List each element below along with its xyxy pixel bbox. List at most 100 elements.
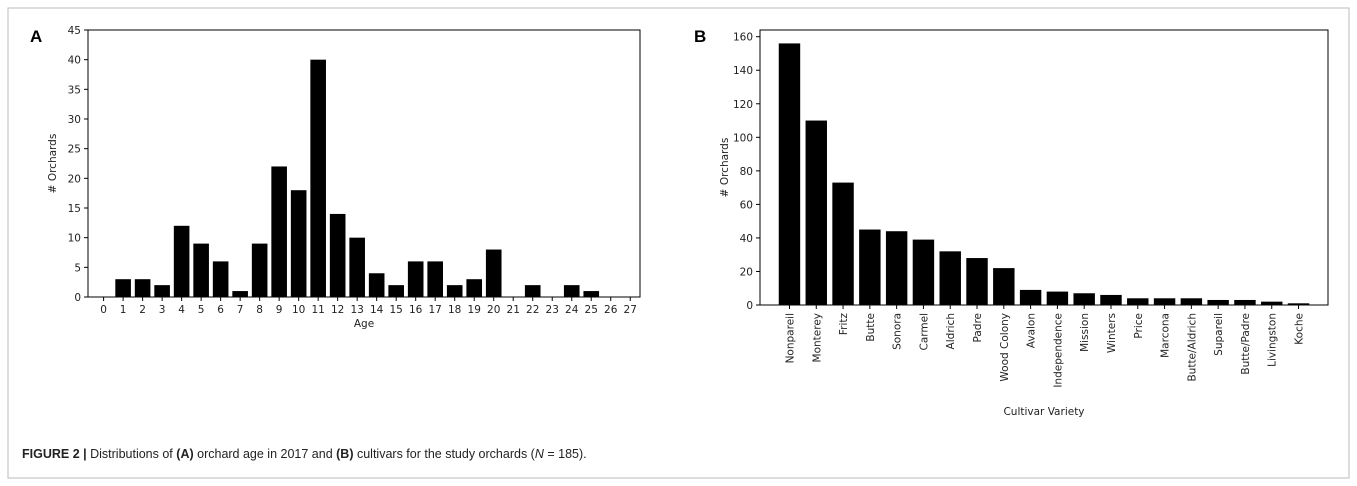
bar <box>583 291 600 297</box>
y-axis-label: # Orchards <box>719 138 731 198</box>
x-tick-label: Koche <box>1294 313 1306 345</box>
bar <box>966 258 988 305</box>
x-tick-label: 18 <box>448 304 461 316</box>
x-tick-label: Aldrich <box>945 313 957 349</box>
bar <box>1234 299 1256 305</box>
x-tick-label: Carmel <box>918 313 930 351</box>
panel-label: A <box>30 27 42 46</box>
bar <box>271 166 287 297</box>
caption-text: = 185). <box>547 447 587 461</box>
x-axis-label: Cultivar Variety <box>1003 406 1084 418</box>
x-tick-label: Livingston <box>1267 313 1279 367</box>
x-tick-label: Supareil <box>1213 313 1225 356</box>
caption-label: FIGURE 2 | <box>22 447 87 461</box>
bar <box>349 237 365 297</box>
bar <box>329 213 346 297</box>
bar <box>912 239 935 305</box>
x-tick-label: Sonora <box>892 313 904 350</box>
bar <box>466 279 483 297</box>
x-tick-label: 14 <box>370 304 384 316</box>
bar <box>1019 289 1042 305</box>
y-tick-label: 140 <box>733 65 753 77</box>
y-tick-label: 20 <box>740 266 753 278</box>
bar <box>993 268 1015 305</box>
x-tick-label: 21 <box>507 304 520 316</box>
x-tick-label: 11 <box>311 304 324 316</box>
bar <box>885 231 908 305</box>
x-tick-label: Wood Colony <box>999 313 1011 382</box>
x-tick-label: Butte <box>865 313 877 342</box>
caption-text: orchard age in 2017 and <box>197 447 333 461</box>
x-tick-label: 5 <box>198 304 205 316</box>
bar <box>388 285 404 297</box>
bar <box>1180 298 1203 305</box>
x-tick-label: 9 <box>276 304 283 316</box>
x-tick-label: 4 <box>178 304 185 316</box>
x-tick-label: Fritz <box>838 313 850 336</box>
x-tick-label: 27 <box>624 304 637 316</box>
y-tick-label: 30 <box>68 114 81 126</box>
axes-frame <box>87 29 641 298</box>
bar <box>778 43 801 305</box>
y-tick-label: 20 <box>68 173 81 185</box>
x-tick-label: 24 <box>565 304 579 316</box>
bar <box>232 291 248 297</box>
bar <box>251 243 268 297</box>
y-tick-label: 15 <box>68 203 81 215</box>
x-tick-label: 0 <box>100 304 107 316</box>
bar <box>939 251 961 305</box>
x-tick-label: Butte/Aldrich <box>1186 313 1198 382</box>
x-tick-label: 26 <box>604 304 618 316</box>
x-tick-label: 13 <box>350 304 363 316</box>
x-tick-label: 1 <box>120 304 127 316</box>
bar <box>1100 294 1122 305</box>
x-tick-label: 17 <box>429 304 442 316</box>
y-axis-label: # Orchards <box>47 134 59 194</box>
figure-border <box>7 7 1350 479</box>
bar <box>134 279 151 297</box>
x-tick-label: Padre <box>972 313 984 343</box>
x-tick-label: Independence <box>1052 313 1064 388</box>
bar <box>1287 303 1310 305</box>
bar <box>154 285 170 297</box>
x-tick-label: Marcona <box>1160 313 1172 358</box>
x-tick-label: Avalon <box>1026 313 1038 348</box>
x-tick-label: 6 <box>217 304 224 316</box>
y-tick-label: 35 <box>68 84 81 96</box>
bar <box>859 229 881 305</box>
x-tick-label: 8 <box>256 304 263 316</box>
y-tick-label: 80 <box>740 166 753 178</box>
bar <box>310 59 326 297</box>
x-tick-label: Monterey <box>811 313 823 362</box>
y-tick-label: 5 <box>74 262 81 274</box>
caption-text: Distributions of <box>90 447 173 461</box>
caption: FIGURE 2 | Distributions of (A) orchard … <box>22 447 587 461</box>
bar <box>290 190 307 297</box>
bar <box>563 285 580 297</box>
bar <box>446 285 463 297</box>
x-tick-label: 23 <box>546 304 559 316</box>
x-tick-label: 2 <box>139 304 146 316</box>
panel-label: B <box>694 27 706 46</box>
x-tick-label: Mission <box>1079 313 1091 352</box>
bar <box>1207 299 1229 305</box>
x-tick-label: 7 <box>237 304 244 316</box>
caption-text: cultivars for the study orchards ( <box>356 447 535 461</box>
bar <box>524 285 541 297</box>
y-tick-label: 0 <box>746 300 753 312</box>
x-tick-label: Price <box>1133 313 1145 339</box>
x-tick-label: 20 <box>487 304 500 316</box>
x-tick-label: 16 <box>409 304 423 316</box>
bar <box>193 243 209 297</box>
y-tick-label: 60 <box>740 199 753 211</box>
bar <box>485 249 502 297</box>
x-tick-label: 15 <box>389 304 402 316</box>
bar <box>1127 298 1149 305</box>
bar <box>1261 301 1283 305</box>
x-tick-label: Butte/Padre <box>1240 313 1252 375</box>
x-tick-label: 22 <box>526 304 539 316</box>
y-tick-label: 40 <box>740 233 753 245</box>
bar <box>1046 291 1069 305</box>
